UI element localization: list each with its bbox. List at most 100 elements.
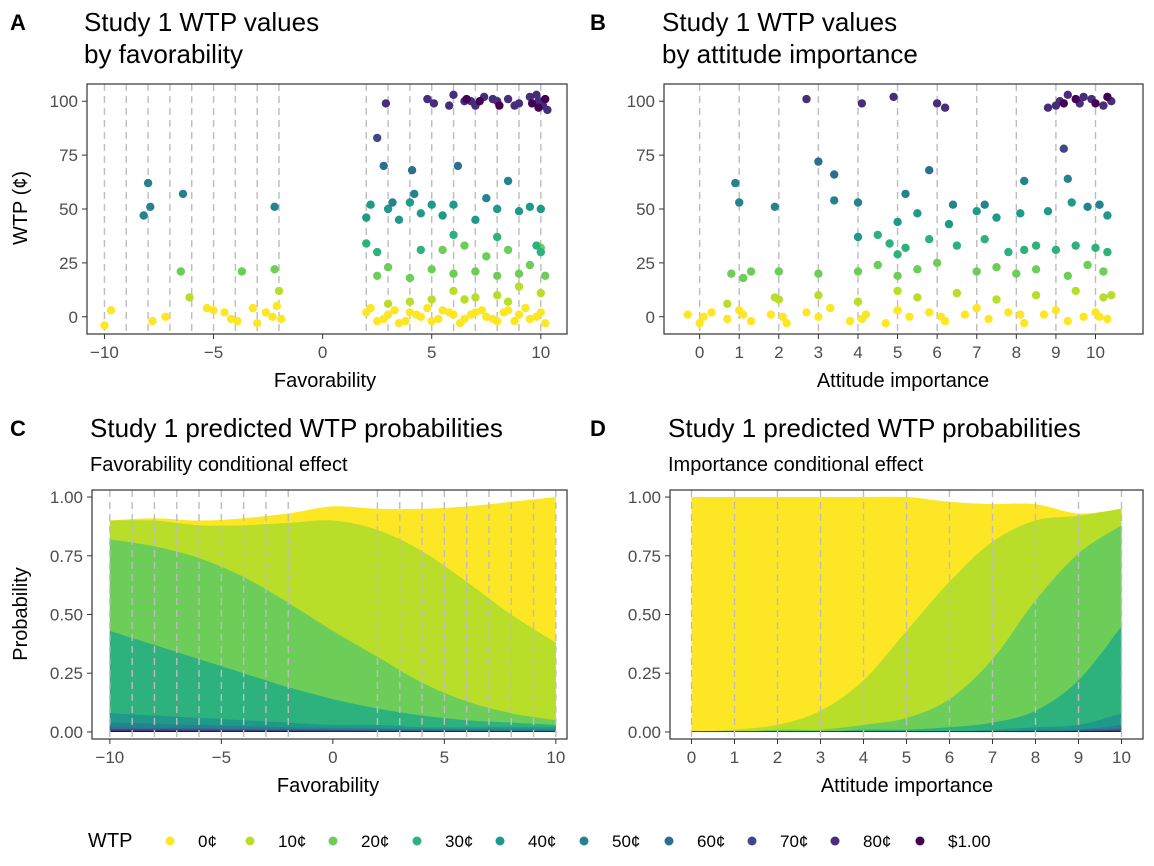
panel-A-point <box>438 245 447 255</box>
panel-B-point <box>826 303 835 313</box>
panel-A-point <box>366 200 375 209</box>
panel-A-point <box>525 92 535 102</box>
panel-A-point <box>394 319 404 328</box>
panel-B-xtick-label: 1 <box>734 343 743 362</box>
panel-A-point <box>503 176 513 186</box>
panel-B-point <box>992 263 1001 272</box>
panel-A-point <box>362 239 371 248</box>
panel-C-xtick-label: 10 <box>546 748 565 767</box>
panel-B-point <box>1103 314 1112 324</box>
panel-A-point <box>270 265 279 274</box>
panel-A-point <box>427 316 436 326</box>
panel-B-point <box>1095 312 1104 321</box>
panel-A-point <box>453 161 463 171</box>
panel-B-point <box>889 92 898 102</box>
panel-C-ytick-label: 0.25 <box>50 664 83 683</box>
panel-d-plot: 0 1 2 3 4 5 6 7 8 9 10 0.00 0.25 0.50 0.75 1.00 <box>628 488 1144 767</box>
panel-B-point <box>925 235 934 244</box>
panel-C-xtick-label: 5 <box>440 748 449 767</box>
panel-A-frame <box>86 83 568 335</box>
panel-B-point <box>746 267 756 276</box>
panel-A-point <box>510 101 519 110</box>
panel-B-point <box>1079 312 1088 321</box>
panel-C-ytick-label: 0.00 <box>50 723 83 742</box>
panel-A-point <box>514 310 524 319</box>
panel-A-point <box>373 271 382 280</box>
panel-B-point <box>901 189 910 199</box>
panel-A-ytick-label: 100 <box>50 92 78 111</box>
panel-B-point <box>782 319 791 328</box>
panel-B-ytick-label: 50 <box>636 200 655 219</box>
panel-A-point <box>541 271 550 280</box>
panel-B-point <box>1063 90 1073 100</box>
panel-A-point <box>482 312 491 321</box>
panel-A-point <box>209 306 218 315</box>
panel-B-point <box>913 265 922 274</box>
legend-swatch <box>664 836 674 846</box>
panel-A-point <box>106 306 116 315</box>
panel-B-point <box>893 286 902 296</box>
panel-B-point <box>1103 211 1112 220</box>
panel-A-point <box>503 297 513 306</box>
panel-A-point <box>226 314 236 324</box>
panel-B-point <box>727 269 736 278</box>
panel-A-point <box>383 299 393 308</box>
panel-B-point <box>739 310 748 319</box>
panel-B-point <box>723 299 732 308</box>
panel-c-subtitle: Favorability conditional effect <box>90 454 348 476</box>
panel-A-point <box>381 99 391 108</box>
legend-label: $1.00 <box>948 832 991 851</box>
panel-A-point <box>148 316 157 326</box>
panel-A-point <box>460 295 469 304</box>
panel-B-point <box>1091 99 1100 108</box>
panel-A-point <box>407 166 417 175</box>
panel-B-point <box>992 295 1001 304</box>
panel-A-point <box>427 265 436 274</box>
panel-B-point <box>1067 198 1076 207</box>
panel-B-point <box>901 243 910 252</box>
panel-D-xtick-label: 1 <box>730 748 739 767</box>
panel-A-point <box>532 312 541 321</box>
panel-B-xtick-label: 0 <box>695 343 704 362</box>
panel-B-ytick-label: 75 <box>636 146 655 165</box>
panel-B-point <box>984 314 993 324</box>
panel-d-subtitle: Importance conditional effect <box>668 454 924 476</box>
panel-A-xtick-label: 0 <box>318 343 327 362</box>
panel-B-point <box>1099 101 1108 110</box>
panel-B-point <box>731 178 740 188</box>
panel-a-ylabel: WTP (¢) <box>10 171 32 245</box>
panel-A-point <box>455 319 465 328</box>
panel-B-point <box>814 312 823 321</box>
panel-A-point <box>253 319 262 328</box>
panel-C-frame <box>91 489 568 740</box>
legend-label: 10¢ <box>278 832 306 851</box>
legend-label: 50¢ <box>612 832 640 851</box>
panel-B-point <box>770 293 779 302</box>
panel-B-point <box>952 241 962 250</box>
legend-swatch <box>328 836 338 846</box>
panel-B-xtick-label: 7 <box>972 343 981 362</box>
panel-D-area-3 <box>691 525 1122 733</box>
panel-B-point <box>739 273 748 283</box>
panel-A-point <box>488 314 497 324</box>
panel-B-point <box>1059 99 1069 108</box>
panel-letter-b: B <box>590 10 606 35</box>
panel-D-ytick-label: 0.25 <box>628 664 661 683</box>
legend-label: 30¢ <box>445 832 473 851</box>
panel-B-point <box>766 310 776 319</box>
panel-B-point <box>707 308 716 317</box>
panel-A-point <box>462 94 471 104</box>
panel-B-ytick-label: 100 <box>627 92 655 111</box>
panel-A-point <box>543 105 552 115</box>
panel-D-xtick-label: 4 <box>859 748 868 767</box>
panel-A-point <box>261 308 271 317</box>
panel-A-point <box>536 247 545 257</box>
panel-B-point <box>857 314 867 324</box>
panel-A-point <box>270 202 279 211</box>
panel-A-point <box>532 241 541 250</box>
panel-b-title-line1: Study 1 WTP values <box>662 7 897 37</box>
panel-B-point <box>913 209 922 218</box>
legend-label: 70¢ <box>780 832 808 851</box>
